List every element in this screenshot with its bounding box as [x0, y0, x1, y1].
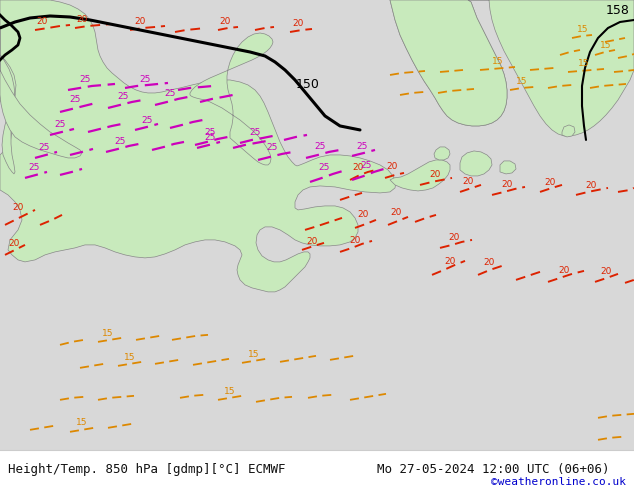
Text: 25: 25 — [29, 164, 40, 172]
Text: 20: 20 — [306, 237, 318, 246]
Text: 15: 15 — [578, 59, 590, 69]
Text: 15: 15 — [224, 387, 236, 396]
Text: 25: 25 — [356, 143, 368, 151]
Polygon shape — [500, 161, 516, 174]
Polygon shape — [390, 0, 507, 126]
Text: 20: 20 — [501, 180, 513, 190]
Text: 20: 20 — [444, 257, 456, 267]
Text: 15: 15 — [577, 25, 589, 34]
Text: 15: 15 — [600, 42, 612, 50]
Text: 25: 25 — [204, 133, 216, 143]
Text: 20: 20 — [292, 20, 304, 28]
Polygon shape — [562, 125, 575, 137]
Text: 25: 25 — [249, 128, 261, 138]
Text: 25: 25 — [38, 144, 49, 152]
Text: 15: 15 — [124, 353, 136, 363]
Polygon shape — [0, 30, 82, 158]
Polygon shape — [460, 151, 492, 176]
Text: 25: 25 — [360, 161, 372, 171]
Text: 25: 25 — [114, 137, 126, 147]
Text: 20: 20 — [349, 236, 361, 245]
Text: 25: 25 — [204, 128, 216, 138]
Text: 20: 20 — [483, 258, 495, 268]
Text: 25: 25 — [164, 90, 176, 98]
Text: 20: 20 — [448, 233, 460, 243]
Text: 20: 20 — [353, 164, 364, 172]
Text: 25: 25 — [266, 144, 278, 152]
Text: 20: 20 — [358, 210, 369, 220]
Text: 20: 20 — [545, 178, 555, 188]
Text: 20: 20 — [36, 18, 48, 26]
Text: 20: 20 — [386, 162, 398, 171]
Text: 25: 25 — [318, 164, 330, 172]
Text: Mo 27-05-2024 12:00 UTC (06+06): Mo 27-05-2024 12:00 UTC (06+06) — [377, 463, 610, 476]
Text: 20: 20 — [429, 171, 441, 179]
Text: 25: 25 — [117, 93, 129, 101]
Text: 20: 20 — [559, 267, 570, 275]
Text: 25: 25 — [314, 143, 326, 151]
Text: Height/Temp. 850 hPa [gdmp][°C] ECMWF: Height/Temp. 850 hPa [gdmp][°C] ECMWF — [8, 463, 285, 476]
Polygon shape — [0, 0, 396, 292]
Text: ©weatheronline.co.uk: ©weatheronline.co.uk — [491, 477, 626, 487]
Text: 15: 15 — [492, 57, 504, 67]
Text: 20: 20 — [134, 18, 146, 26]
Text: 15: 15 — [516, 77, 527, 86]
Text: 15: 15 — [76, 418, 87, 427]
Text: 20: 20 — [462, 177, 474, 186]
Text: 20: 20 — [391, 208, 402, 218]
Text: 15: 15 — [249, 350, 260, 359]
Text: 20: 20 — [585, 181, 597, 191]
Polygon shape — [190, 33, 273, 165]
Polygon shape — [390, 0, 634, 136]
Polygon shape — [390, 160, 450, 191]
Text: 20: 20 — [76, 16, 87, 24]
Text: 20: 20 — [600, 268, 612, 276]
Text: 25: 25 — [79, 75, 91, 84]
Text: 158: 158 — [606, 4, 630, 17]
Text: 150: 150 — [296, 78, 320, 91]
Text: 20: 20 — [219, 18, 231, 26]
Text: 20: 20 — [8, 240, 20, 248]
Text: 25: 25 — [139, 75, 151, 84]
Text: 25: 25 — [69, 96, 81, 104]
Text: 20: 20 — [12, 203, 23, 213]
Text: 15: 15 — [102, 329, 113, 339]
Text: 25: 25 — [55, 121, 66, 129]
Polygon shape — [0, 55, 16, 174]
Polygon shape — [434, 147, 450, 160]
Text: 25: 25 — [141, 117, 153, 125]
